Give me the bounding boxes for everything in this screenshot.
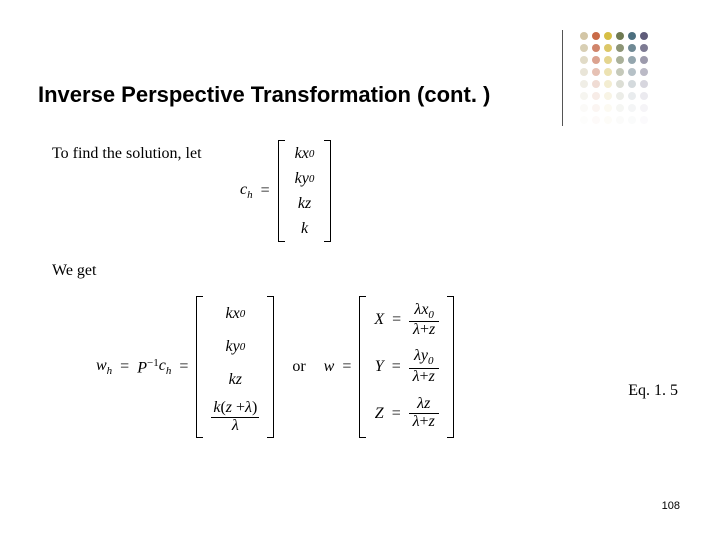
decor-dot [580,32,588,40]
decor-dot [640,104,648,112]
decor-dot [628,56,636,64]
decor-dot [580,44,588,52]
decor-dot [592,104,600,112]
decor-dot [604,56,612,64]
decor-dot [592,116,600,124]
decor-dot [604,44,612,52]
decor-divider [562,30,563,126]
equation-wh: wh = P−1 ch = kx0 ky0 kz k(z [96,296,636,451]
decor-dot [640,44,648,52]
decor-dot [604,80,612,88]
decor-dot [628,92,636,100]
decor-dot [580,92,588,100]
decor-dot [616,80,624,88]
decor-dot [640,92,648,100]
decor-dot [604,116,612,124]
decor-dot [616,56,624,64]
decor-dot [580,68,588,76]
decor-dot [604,92,612,100]
decor-dot [616,44,624,52]
decor-dot [604,32,612,40]
decor-dot [580,56,588,64]
decor-dot [580,104,588,112]
decor-dot [616,32,624,40]
decor-dot [628,80,636,88]
decor-dot [592,68,600,76]
decor-dot [616,68,624,76]
equation-ch: ch = kx0 ky0 kz k [240,140,390,255]
decor-dot-grid [578,30,650,126]
decor-dot [628,116,636,124]
lead-text-1: To find the solution, let [52,145,202,163]
slide: Inverse Perspective Transformation (cont… [0,0,720,540]
decor-dot [628,44,636,52]
decor-dot [628,68,636,76]
decor-dot [640,116,648,124]
decor-dot [604,68,612,76]
slide-title: Inverse Perspective Transformation (cont… [38,82,490,108]
decor-dot [628,32,636,40]
decor-dot [640,68,648,76]
decor-dot [628,104,636,112]
decor-dot [592,92,600,100]
decor-dot [592,44,600,52]
decor-dot [616,92,624,100]
decor-dot [640,32,648,40]
decor-dot [580,80,588,88]
equation-label: Eq. 1. 5 [628,382,678,400]
decor-dot [580,116,588,124]
decor-dot [640,80,648,88]
decor-dot [616,116,624,124]
decor-dot [592,80,600,88]
decor-dot [592,32,600,40]
page-number: 108 [662,500,680,512]
lead-text-2: We get [52,262,96,280]
decor-dot [604,104,612,112]
decor-dot [616,104,624,112]
decor-dot [592,56,600,64]
decor-dot [640,56,648,64]
